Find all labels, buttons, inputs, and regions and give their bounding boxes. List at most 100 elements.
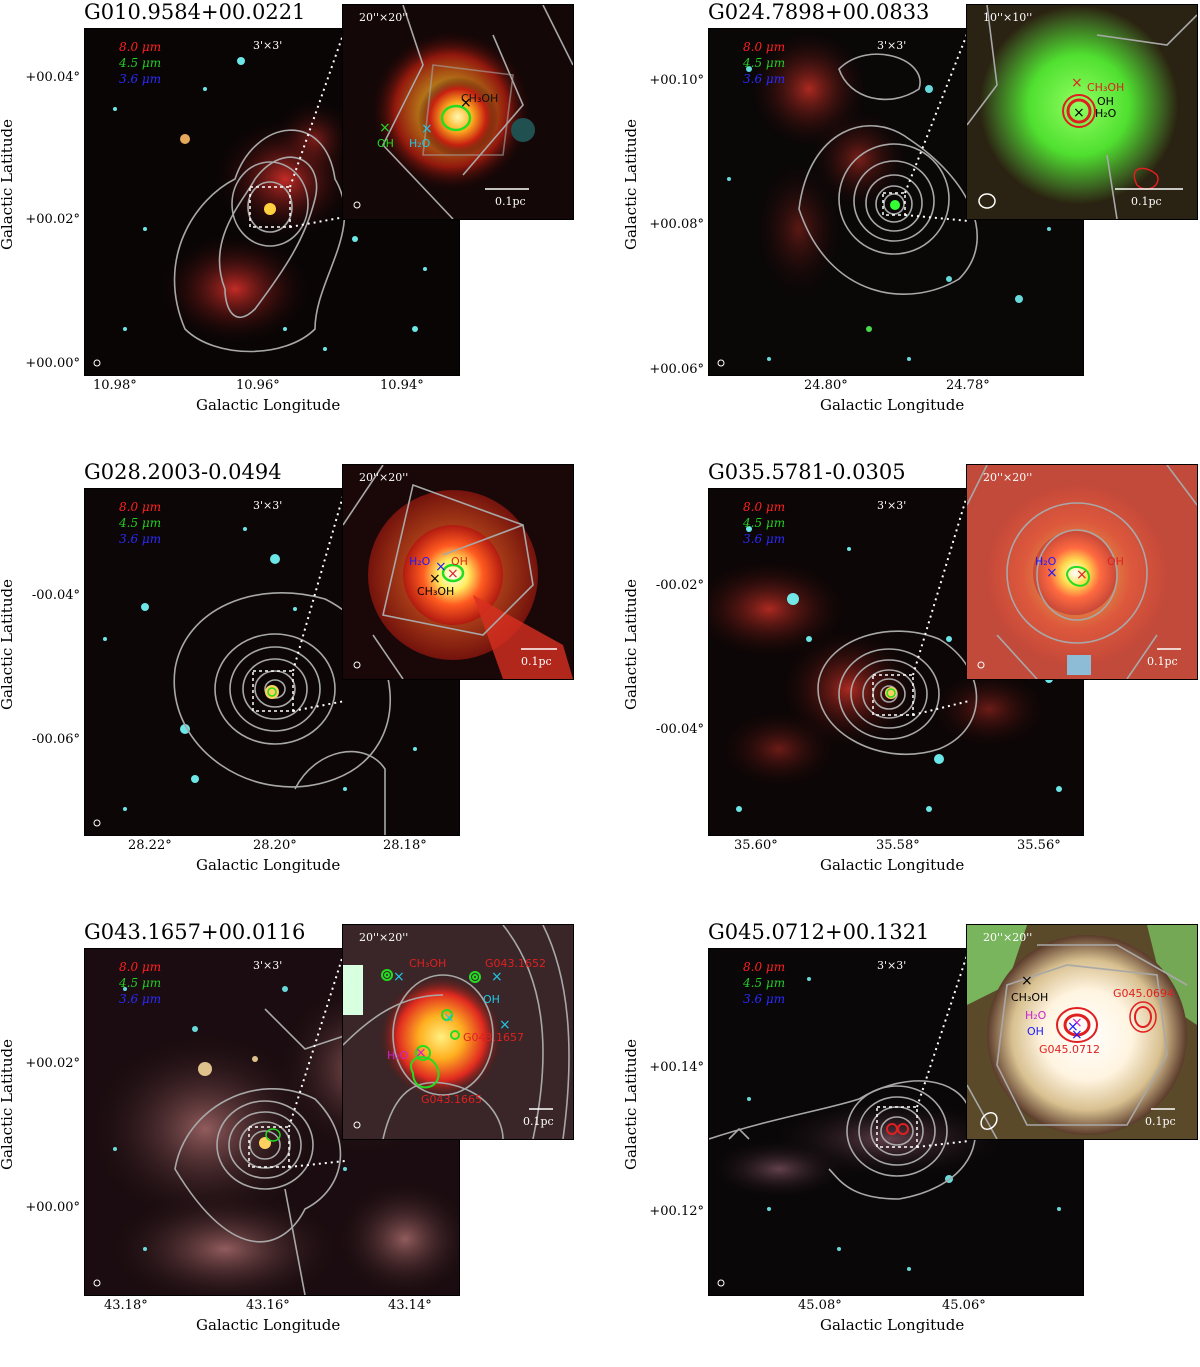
svg-text:×: × xyxy=(491,969,503,985)
x-tick: 35.56° xyxy=(1017,838,1061,853)
label-g043-1665: G043.1665 xyxy=(421,1093,482,1106)
label-oh: OH xyxy=(377,137,394,150)
y-axis-label: Galactic Latitude xyxy=(622,579,640,710)
label-g045-0694: G045.0694 xyxy=(1113,987,1174,1000)
svg-text:×: × xyxy=(1071,1027,1083,1043)
scale-bar-label: 0.1pc xyxy=(1147,655,1178,668)
x-tick: 10.96° xyxy=(236,378,280,393)
band-legend: 8.0 μm 4.5 μm 3.6 μm xyxy=(743,40,786,86)
label-oh: OH xyxy=(1097,95,1114,108)
panel-g024: G024.7898+00.0833 xyxy=(622,0,1200,447)
x-tick: 43.18° xyxy=(104,1298,148,1313)
y-tick: -00.04° xyxy=(655,722,704,737)
fov-inset: 20''×20'' xyxy=(359,931,409,944)
scale-bar-label: 0.1pc xyxy=(521,655,552,668)
x-axis-label: Galactic Longitude xyxy=(196,856,341,874)
x-tick: 35.60° xyxy=(734,838,778,853)
label-h2o: H₂O xyxy=(1095,107,1117,120)
x-tick: 24.80° xyxy=(804,378,848,393)
x-axis-label: Galactic Longitude xyxy=(196,396,341,414)
x-axis-label: Galactic Longitude xyxy=(820,856,965,874)
label-h2o: H₂O xyxy=(409,555,431,568)
y-tick: +00.04° xyxy=(25,70,80,85)
scale-bar-label: 0.1pc xyxy=(523,1115,554,1128)
svg-text:×: × xyxy=(1073,105,1085,121)
x-tick: 28.18° xyxy=(383,838,427,853)
svg-text:×: × xyxy=(379,120,391,136)
y-tick: +00.12° xyxy=(649,1204,704,1219)
panel-g043: G043.1657+00.0116 xyxy=(0,920,600,1367)
svg-text:×: × xyxy=(1021,973,1033,989)
x-tick: 10.94° xyxy=(380,378,424,393)
x-tick: 28.20° xyxy=(253,838,297,853)
fov-main: 3'×3' xyxy=(253,959,283,972)
panel-title: G045.0712+00.1321 xyxy=(708,920,930,944)
x-tick: 10.98° xyxy=(93,378,137,393)
x-tick: 24.78° xyxy=(946,378,990,393)
svg-text:×: × xyxy=(1071,1015,1083,1031)
svg-text:×: × xyxy=(1067,1019,1079,1035)
y-tick: -00.02° xyxy=(655,578,704,593)
band-legend: 8.0 μm 4.5 μm 3.6 μm xyxy=(119,960,162,1006)
y-axis-label: Galactic Latitude xyxy=(0,119,16,250)
svg-text:×: × xyxy=(460,95,472,111)
svg-text:×: × xyxy=(443,1010,455,1026)
fov-inset: 20''×20'' xyxy=(983,931,1033,944)
label-oh: OH xyxy=(1027,1025,1044,1038)
label-h2o: H₂O xyxy=(409,137,431,150)
svg-text:×: × xyxy=(421,121,433,137)
x-axis-label: Galactic Longitude xyxy=(196,1316,341,1334)
x-tick: 43.16° xyxy=(246,1298,290,1313)
svg-text:×: × xyxy=(447,566,459,582)
band-legend: 8.0 μm 4.5 μm 3.6 μm xyxy=(743,500,786,546)
label-ch3oh: CH₃OH xyxy=(1087,81,1124,94)
svg-text:×: × xyxy=(1046,565,1058,581)
label-g045-0712: G045.0712 xyxy=(1039,1043,1100,1056)
fov-main: 3'×3' xyxy=(877,499,907,512)
x-tick: 35.58° xyxy=(876,838,920,853)
inset-image: CH₃OH × × OH × H₂O 20''×20'' 0.1pc xyxy=(342,4,574,220)
x-tick: 45.08° xyxy=(798,1298,842,1313)
label-h2o: H₂O xyxy=(1025,1009,1047,1022)
x-tick: 43.14° xyxy=(388,1298,432,1313)
inset-image-svg: × CH₃OH G045.0694 × H₂O × × OH G045.0712 xyxy=(967,925,1197,1139)
fov-inset: 20''×20'' xyxy=(359,471,409,484)
svg-text:×: × xyxy=(429,571,441,587)
y-tick: +00.10° xyxy=(649,73,704,88)
fov-inset: 10''×10'' xyxy=(983,11,1033,24)
x-axis-label: Galactic Longitude xyxy=(820,396,965,414)
label-ch3oh: CH₃OH xyxy=(417,585,454,598)
y-tick: -00.04° xyxy=(31,588,80,603)
label-oh: OH xyxy=(451,555,468,568)
x-tick: 45.06° xyxy=(942,1298,986,1313)
label-ch3oh: CH₃OH xyxy=(409,957,446,970)
y-tick: +00.00° xyxy=(25,1200,80,1215)
inset-image-svg: × CH₃OH G043.1652 × OH × × G043.1657 × H… xyxy=(343,925,573,1139)
inset-image-svg: × H₂O × OH xyxy=(967,465,1197,679)
panel-g035: G035.5781-0.0305 xyxy=(622,460,1200,907)
y-axis-label: Galactic Latitude xyxy=(622,1039,640,1170)
label-oh: OH xyxy=(483,993,500,1006)
scale-bar-label: 0.1pc xyxy=(1145,1115,1176,1128)
svg-text:×: × xyxy=(435,559,447,575)
fov-inset: 20''×20'' xyxy=(983,471,1033,484)
label-g043-1657: G043.1657 xyxy=(463,1031,524,1044)
y-tick: +00.02° xyxy=(25,1056,80,1071)
band-legend: 8.0 μm 4.5 μm 3.6 μm xyxy=(119,500,162,546)
main-image: 8.0 μm 4.5 μm 3.6 μm 3'×3' xyxy=(708,948,1084,1296)
y-tick: +00.08° xyxy=(649,217,704,232)
panel-g045: G045.0712+00.1321 xyxy=(622,920,1200,1367)
label-ch3oh: CH₃OH xyxy=(461,92,498,105)
svg-text:×: × xyxy=(393,969,405,985)
svg-text:×: × xyxy=(415,1045,427,1061)
y-tick: +00.14° xyxy=(649,1060,704,1075)
panel-g028: G028.2003-0.0494 xyxy=(0,460,600,907)
panel-title: G043.1657+00.0116 xyxy=(84,920,306,944)
band-legend: 8.0 μm 4.5 μm 3.6 μm xyxy=(743,960,786,1006)
inset-image-svg: × H₂O × OH × CH₃OH xyxy=(343,465,573,679)
main-image-svg xyxy=(709,949,1083,1295)
y-tick: -00.06° xyxy=(31,732,80,747)
fov-main: 3'×3' xyxy=(253,499,283,512)
label-oh: OH xyxy=(1107,555,1124,568)
fov-main: 3'×3' xyxy=(877,959,907,972)
